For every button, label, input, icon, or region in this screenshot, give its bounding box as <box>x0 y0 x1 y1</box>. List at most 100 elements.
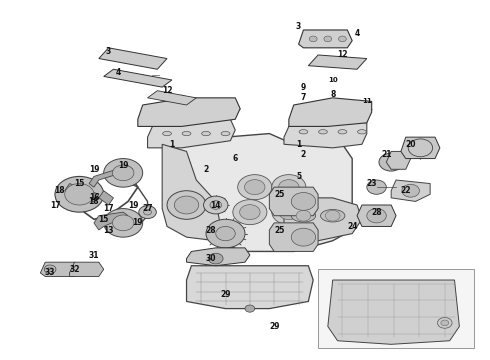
Text: 29: 29 <box>220 290 231 299</box>
Text: 15: 15 <box>74 179 85 188</box>
Circle shape <box>104 208 143 237</box>
Circle shape <box>203 196 228 214</box>
Polygon shape <box>147 119 235 148</box>
Circle shape <box>113 215 134 231</box>
Text: 18: 18 <box>89 197 99 206</box>
Text: 25: 25 <box>274 190 284 199</box>
Text: 10: 10 <box>328 77 338 83</box>
Text: 17: 17 <box>49 201 60 210</box>
Polygon shape <box>65 184 99 202</box>
Text: 2: 2 <box>203 165 209 174</box>
Circle shape <box>339 36 346 42</box>
Ellipse shape <box>163 131 172 136</box>
Text: 27: 27 <box>142 204 153 213</box>
Polygon shape <box>284 198 362 241</box>
Polygon shape <box>94 212 128 230</box>
Text: 13: 13 <box>103 225 114 234</box>
Text: 3: 3 <box>296 22 301 31</box>
Circle shape <box>279 204 299 220</box>
Text: 9: 9 <box>301 83 306 92</box>
Text: 17: 17 <box>103 204 114 213</box>
Circle shape <box>65 184 94 205</box>
Circle shape <box>291 228 316 246</box>
Circle shape <box>379 153 403 171</box>
Circle shape <box>272 175 306 200</box>
Text: 19: 19 <box>133 219 143 228</box>
Text: 12: 12 <box>337 50 348 59</box>
Text: 22: 22 <box>400 186 411 195</box>
Polygon shape <box>138 98 240 126</box>
Circle shape <box>208 253 223 264</box>
Text: 14: 14 <box>211 201 221 210</box>
Circle shape <box>309 36 317 42</box>
Circle shape <box>44 265 56 274</box>
Text: 31: 31 <box>89 251 99 260</box>
Circle shape <box>206 219 245 248</box>
Polygon shape <box>270 223 318 251</box>
Polygon shape <box>401 137 440 158</box>
Circle shape <box>367 180 386 194</box>
Text: 33: 33 <box>45 268 55 277</box>
Circle shape <box>238 175 272 200</box>
Text: 7: 7 <box>301 93 306 102</box>
Polygon shape <box>40 262 79 276</box>
Circle shape <box>245 180 265 195</box>
Text: 15: 15 <box>98 215 109 224</box>
Circle shape <box>139 206 156 219</box>
Circle shape <box>104 158 143 187</box>
Circle shape <box>167 191 206 219</box>
Text: 25: 25 <box>274 225 284 234</box>
Polygon shape <box>70 262 104 276</box>
Polygon shape <box>104 69 172 87</box>
Text: 1: 1 <box>296 140 301 149</box>
Text: 4: 4 <box>116 68 121 77</box>
Circle shape <box>272 200 306 225</box>
Circle shape <box>210 201 221 209</box>
Circle shape <box>174 196 199 214</box>
Ellipse shape <box>320 210 345 222</box>
Polygon shape <box>172 134 352 251</box>
Circle shape <box>245 305 255 312</box>
Ellipse shape <box>291 210 316 222</box>
Polygon shape <box>89 166 133 187</box>
Text: 23: 23 <box>367 179 377 188</box>
Text: 8: 8 <box>330 90 335 99</box>
Circle shape <box>113 165 134 181</box>
Text: 28: 28 <box>206 225 216 234</box>
Ellipse shape <box>338 130 347 134</box>
Text: 20: 20 <box>405 140 416 149</box>
Circle shape <box>367 208 386 223</box>
Circle shape <box>402 184 419 197</box>
Text: 3: 3 <box>106 47 111 56</box>
Circle shape <box>240 204 260 220</box>
Polygon shape <box>147 91 196 105</box>
Bar <box>318 269 474 348</box>
Text: 12: 12 <box>162 86 172 95</box>
Text: 1: 1 <box>169 140 174 149</box>
Text: 11: 11 <box>362 98 372 104</box>
Polygon shape <box>308 55 367 69</box>
Text: 28: 28 <box>371 208 382 217</box>
Ellipse shape <box>318 130 327 134</box>
Text: 19: 19 <box>89 165 99 174</box>
Text: 32: 32 <box>69 265 80 274</box>
Circle shape <box>291 193 316 210</box>
Polygon shape <box>162 144 220 241</box>
Circle shape <box>144 209 151 215</box>
Ellipse shape <box>202 131 210 136</box>
Circle shape <box>441 320 449 326</box>
Polygon shape <box>386 152 411 169</box>
Circle shape <box>438 318 452 328</box>
Polygon shape <box>328 280 460 344</box>
Circle shape <box>325 210 340 221</box>
Text: 18: 18 <box>54 186 65 195</box>
Polygon shape <box>357 205 396 226</box>
Text: 6: 6 <box>233 154 238 163</box>
Polygon shape <box>289 98 372 126</box>
Text: 30: 30 <box>206 254 216 263</box>
Polygon shape <box>187 248 250 266</box>
Circle shape <box>296 210 311 221</box>
Text: 4: 4 <box>354 29 360 38</box>
Polygon shape <box>187 266 313 309</box>
Text: 24: 24 <box>347 222 357 231</box>
